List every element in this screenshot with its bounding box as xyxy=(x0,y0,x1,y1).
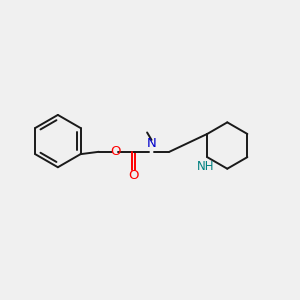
Text: N: N xyxy=(147,137,156,150)
Text: O: O xyxy=(128,169,139,182)
Text: O: O xyxy=(110,145,121,158)
Text: NH: NH xyxy=(197,160,214,173)
